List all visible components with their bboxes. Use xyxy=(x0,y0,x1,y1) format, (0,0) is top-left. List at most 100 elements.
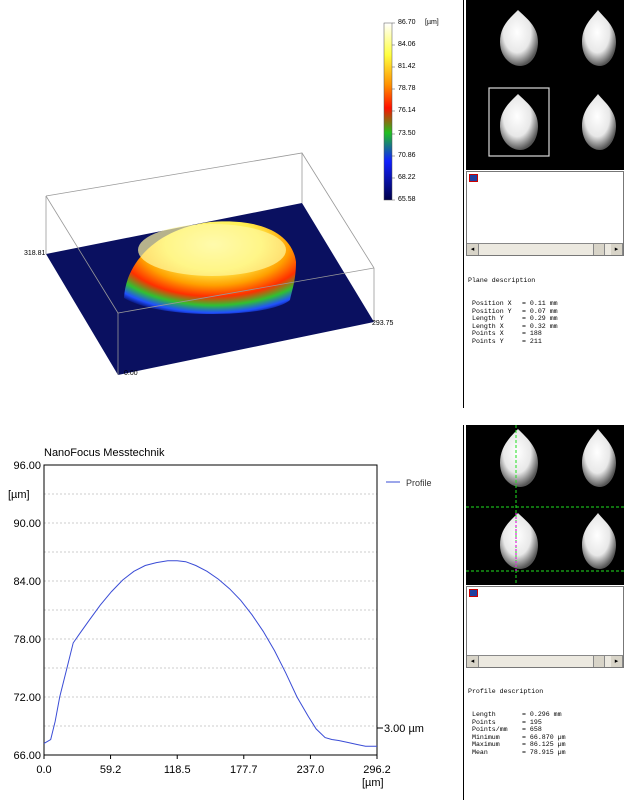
annotation-scale-label: 3.00 µm xyxy=(384,723,424,735)
description-key: Minimum xyxy=(472,733,500,741)
profile-series-line xyxy=(43,560,377,747)
3d-surface-view[interactable]: 86.70 [µm] 84.06 81.42 78.78 76.14 73.50… xyxy=(0,0,460,410)
node-icon[interactable] xyxy=(469,174,478,182)
description-value: = 0.296 mm xyxy=(522,710,562,718)
description-key: Points Y xyxy=(472,337,504,345)
plane-description: Plane description Position X = 0.11 mm Pos… xyxy=(468,262,622,353)
horizontal-scrollbar[interactable]: ◂ ▸ xyxy=(467,243,623,255)
colorbar-label: 73.50 xyxy=(398,130,416,137)
description-row: Points = 195 xyxy=(468,719,622,727)
description-key: Points xyxy=(472,718,496,726)
colorbar-label: 78.78 xyxy=(398,85,416,92)
description-row: Points/mm = 658 xyxy=(468,726,622,734)
description-value: = 0.07 mm xyxy=(522,307,558,315)
scroll-right-arrow-icon[interactable]: ▸ xyxy=(611,656,623,667)
colorbar-label: 84.06 xyxy=(398,41,416,48)
droplet-image xyxy=(500,429,538,487)
droplet-image xyxy=(582,513,616,569)
description-key: Length xyxy=(472,710,496,718)
profile-description-title: Profile description xyxy=(468,688,544,696)
bottom-thumbnail-view[interactable] xyxy=(466,425,624,585)
x-tick-label: 59.2 xyxy=(100,764,121,776)
colorbar xyxy=(383,22,393,201)
droplet-image xyxy=(582,429,616,487)
x-tick-label: 237.0 xyxy=(297,764,325,776)
panel-divider xyxy=(463,425,464,800)
droplet-image xyxy=(500,94,538,150)
description-key: Points/mm xyxy=(472,726,508,734)
crosshair-lines xyxy=(466,425,624,585)
description-key: Length Y xyxy=(472,315,504,323)
axis-label-origin: 0.00 xyxy=(124,370,138,377)
description-row: Position X = 0.11 mm xyxy=(468,300,622,308)
x-tick-label: 177.7 xyxy=(230,764,258,776)
x-tick-label: 118.5 xyxy=(164,764,191,776)
description-value: = 195 xyxy=(522,718,542,726)
horizontal-scrollbar[interactable]: ◂ ▸ xyxy=(467,655,623,667)
scroll-left-arrow-icon[interactable]: ◂ xyxy=(467,656,479,667)
y-tick-label: 96.00 xyxy=(13,460,41,472)
description-row: Mean = 78.915 µm xyxy=(468,749,622,757)
colorbar-label: 81.42 xyxy=(398,63,416,70)
y-tick-label: 90.00 xyxy=(13,518,41,530)
colorbar-label-max: 86.70 xyxy=(398,19,416,26)
description-value: = 211 xyxy=(522,337,542,345)
description-row: Length Y = 0.29 mm xyxy=(468,315,622,323)
axis-label-y-extent: 318.81 xyxy=(24,250,46,257)
description-key: Position Y xyxy=(472,307,512,315)
y-tick-label: 66.00 xyxy=(13,750,41,762)
node-icon[interactable] xyxy=(469,589,478,597)
colorbar-label: 76.14 xyxy=(398,107,416,114)
droplet-image xyxy=(500,513,538,569)
description-value: = 188 xyxy=(522,330,542,338)
selection-rectangle xyxy=(488,87,550,157)
top-thumbnail-view[interactable] xyxy=(466,0,624,170)
scroll-left-arrow-icon[interactable]: ◂ xyxy=(467,244,479,255)
top-list-pane[interactable]: ◂ ▸ xyxy=(466,171,624,256)
legend-label: Profile xyxy=(406,478,432,488)
description-key: Points X xyxy=(472,330,504,338)
x-tick-label: 296.2 xyxy=(363,764,391,776)
bounding-box xyxy=(45,152,375,322)
axis-label-x-extent: 293.75 xyxy=(372,320,394,327)
surface-dome xyxy=(124,221,296,314)
y-tick-label: 78.00 xyxy=(13,634,41,646)
description-key: Length X xyxy=(472,322,504,330)
scroll-thumb[interactable] xyxy=(593,656,605,667)
y-tick-label: 84.00 xyxy=(13,576,41,588)
bottom-list-pane[interactable]: ◂ ▸ xyxy=(466,586,624,668)
chart-title: NanoFocus Messtechnik xyxy=(44,447,165,459)
description-value: = 0.29 mm xyxy=(522,315,558,323)
description-value: = 0.32 mm xyxy=(522,322,558,330)
description-value: = 658 xyxy=(522,726,542,734)
droplet-image xyxy=(582,94,616,150)
y-axis-unit-label: [µm] xyxy=(8,489,30,501)
colorbar-label-min: 65.58 xyxy=(398,196,416,203)
scroll-right-arrow-icon[interactable]: ▸ xyxy=(611,244,623,255)
droplet-image xyxy=(500,10,538,66)
description-value: = 66.870 µm xyxy=(522,733,566,741)
description-value: = 78.915 µm xyxy=(522,748,566,756)
description-key: Maximum xyxy=(472,741,500,749)
description-key: Mean xyxy=(472,748,488,756)
x-tick-label: 0.0 xyxy=(36,764,51,776)
description-row: Minimum = 66.870 µm xyxy=(468,734,622,742)
colorbar-label: 68.22 xyxy=(398,174,416,181)
colorbar-label: 70.86 xyxy=(398,152,416,159)
description-row: Maximum = 86.125 µm xyxy=(468,741,622,749)
plane-description-title: Plane description xyxy=(468,277,536,285)
description-row: Points Y = 211 xyxy=(468,338,622,346)
colorbar-unit: [µm] xyxy=(425,19,439,26)
plot-frame xyxy=(43,464,378,756)
description-row: Length = 0.296 mm xyxy=(468,711,622,719)
profile-description: Profile description Length = 0.296 mm Poin… xyxy=(468,673,622,764)
y-tick-label: 72.00 xyxy=(13,692,41,704)
description-value: = 0.11 mm xyxy=(522,299,558,307)
x-axis-unit-label: [µm] xyxy=(362,777,384,789)
scroll-thumb[interactable] xyxy=(593,244,605,255)
description-key: Position X xyxy=(472,299,512,307)
description-value: = 86.125 µm xyxy=(522,741,566,749)
description-row: Position Y = 0.07 mm xyxy=(468,308,622,316)
profile-chart[interactable]: 96.00 90.00 84.00 78.00 72.00 66.00 0.0 59.2 118… xyxy=(0,455,462,800)
description-row: Length X = 0.32 mm xyxy=(468,323,622,331)
